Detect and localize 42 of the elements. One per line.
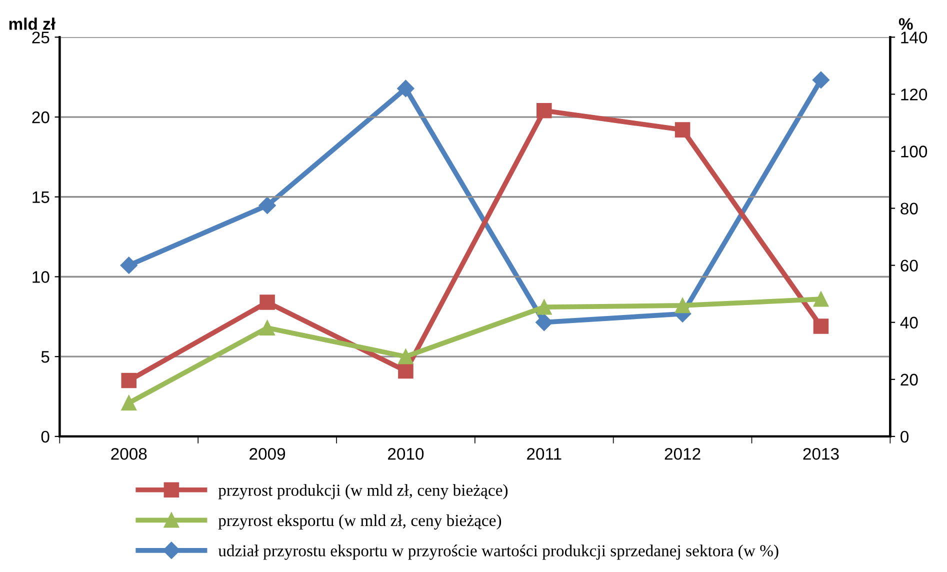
point: [258, 196, 276, 214]
point: [536, 103, 552, 118]
point: [120, 256, 138, 274]
point: [397, 80, 414, 98]
y-tick-label: 15: [32, 191, 50, 204]
x-tick-label: 2013: [803, 448, 839, 460]
point: [398, 348, 414, 364]
y-axis-title: mld zł: [9, 18, 56, 30]
x-tick-label: 2011: [527, 448, 562, 460]
y-tick-label: 5: [41, 351, 50, 363]
y2-tick-label: 40: [900, 316, 918, 329]
point: [121, 395, 137, 411]
y2-tick-label: 120: [901, 88, 928, 100]
point: [260, 320, 275, 336]
point: [674, 298, 690, 314]
y-tick-label: 20: [32, 111, 50, 124]
point: [536, 299, 552, 315]
x-tick-label: 2008: [111, 448, 147, 460]
point: [812, 71, 830, 89]
y-tick-label: 25: [32, 32, 50, 44]
point: [121, 372, 137, 388]
point: [674, 122, 690, 138]
point: [260, 294, 275, 310]
y-tick-label: 0: [41, 430, 50, 443]
legend-label: przyrost produkcji (w mld zł, ceny bieżące): [218, 484, 508, 500]
y2-tick-label: 20: [900, 374, 918, 386]
x-tick-label: 2012: [664, 448, 700, 460]
x-tick-label: 2009: [250, 448, 286, 460]
x-tick-label: 2010: [388, 448, 424, 460]
y2-tick-label: 100: [901, 146, 928, 158]
point: [398, 363, 414, 379]
point: [813, 318, 829, 334]
y-tick-label: 10: [32, 271, 50, 283]
y2-tick-label: 60: [900, 260, 918, 272]
legend-label: przyrost eksportu (w mld zł, ceny bieżące): [218, 514, 502, 530]
y2-tick-label: 0: [900, 430, 909, 443]
point: [813, 291, 829, 307]
y2-axis-title: %: [898, 18, 913, 30]
y2-tick-label: 140: [901, 32, 928, 44]
point: [536, 314, 553, 331]
legend-label: udział przyrostu eksportu w przyroście wartości produkcji sprzedanej sektora (w %): [218, 544, 778, 560]
y2-tick-label: 80: [900, 202, 918, 214]
